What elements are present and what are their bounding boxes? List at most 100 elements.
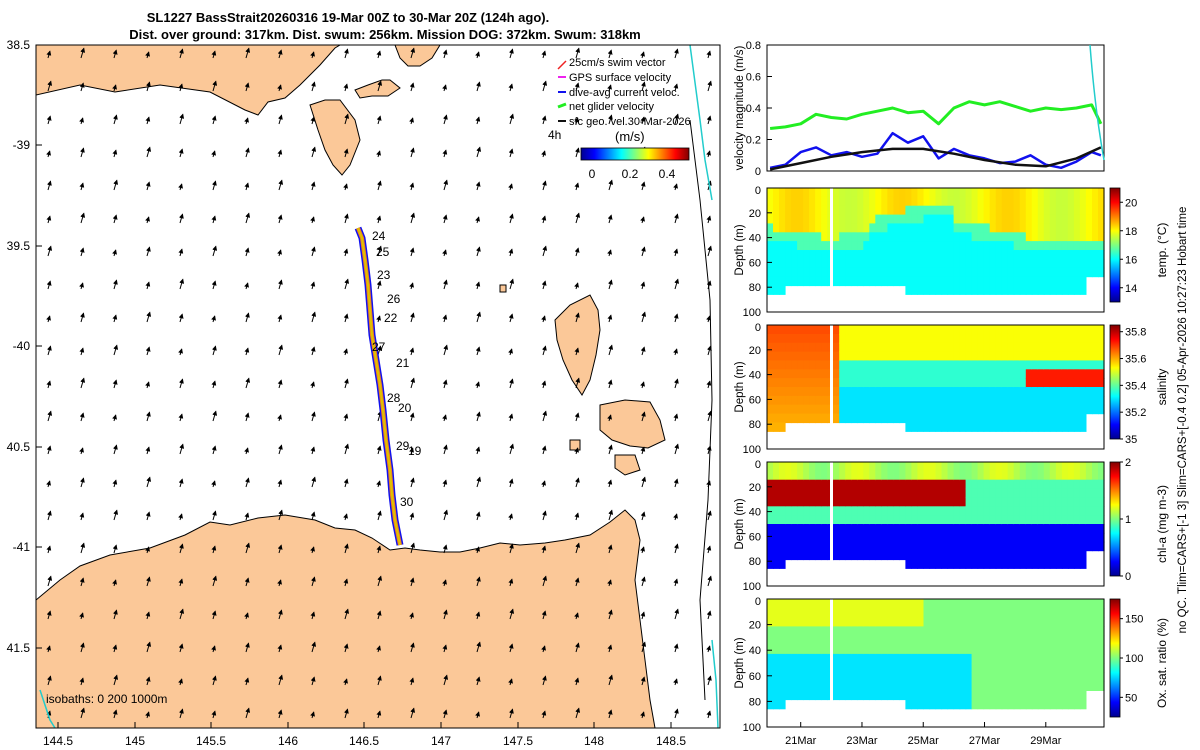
heatmap-cell [1007, 617, 1015, 627]
heatmap-cell [773, 214, 780, 225]
heatmap-cell [935, 342, 943, 353]
heatmap-cell [791, 196, 798, 207]
velocity-arrow [409, 347, 415, 356]
velocity-arrow [508, 478, 514, 488]
velocity-arrow [277, 249, 282, 257]
lat-tick-label: -41 [13, 540, 31, 554]
heatmap-cell [779, 241, 786, 251]
heatmap-cell [833, 462, 840, 472]
velocity-arrow [211, 180, 217, 191]
heatmap-cell [851, 550, 858, 561]
heatmap-cell [941, 497, 949, 507]
heatmap-cell [1013, 699, 1021, 710]
heatmap-cell [887, 276, 894, 287]
velocity-arrow [145, 246, 151, 257]
heatmap-cell [785, 223, 792, 233]
data-gap [830, 599, 833, 727]
heatmap-cell [1055, 241, 1063, 251]
heatmap-cell [893, 515, 900, 525]
heatmap-cell [875, 635, 882, 646]
heatmap-cell [1067, 413, 1075, 424]
heatmap-cell [881, 395, 888, 406]
heatmap-cell [773, 626, 780, 637]
heatmap-cell [971, 532, 979, 543]
heatmap-cell [797, 462, 804, 472]
heatmap-cell [857, 276, 864, 287]
heatmap-cell [983, 214, 991, 225]
heatmap-cell [1067, 387, 1075, 397]
heatmap-cell [947, 378, 955, 388]
heatmap-cell [1037, 205, 1045, 216]
heatmap-cell [857, 325, 864, 335]
heatmap-cell [1061, 497, 1069, 507]
heatmap-cell [1049, 497, 1057, 507]
heatmap-cell [1061, 205, 1069, 216]
heatmap-cell [869, 325, 876, 335]
velocity-arrow [673, 643, 679, 653]
heatmap-cell [1092, 369, 1099, 379]
heatmap-cell [887, 515, 894, 525]
day-label: 27 [372, 340, 386, 354]
heatmap-cell [1001, 276, 1009, 287]
heatmap-cell [1067, 188, 1075, 198]
heatmap-cell [893, 395, 900, 406]
heatmap-cell [965, 617, 973, 627]
heatmap-cell [1092, 223, 1099, 233]
heatmap-cell [1067, 479, 1075, 490]
heatmap-cell [1043, 599, 1051, 609]
velocity-arrow [574, 447, 579, 455]
heatmap-cell [1031, 214, 1039, 225]
heatmap-cell [863, 462, 870, 472]
heatmap-cell [989, 635, 997, 646]
velocity-arrow [640, 446, 646, 455]
heatmap-cell [905, 681, 912, 691]
heatmap-cell [791, 395, 798, 406]
heatmap-cell [1025, 422, 1033, 432]
heatmap-cell [803, 333, 810, 344]
heatmap-cell [959, 422, 967, 432]
heatmap-cell [941, 258, 949, 269]
heatmap-cell [875, 404, 882, 415]
heatmap-cell [1055, 470, 1063, 481]
velocity-arrow [508, 213, 514, 224]
heatmap-cell [1001, 333, 1009, 344]
velocity-series-sfc-geo-vel- [769, 146, 1102, 171]
heatmap-cell [881, 196, 888, 207]
heatmap-cell [815, 351, 822, 362]
heatmap-cell [965, 479, 973, 490]
heatmap-cell [815, 387, 822, 397]
heatmap-cell [911, 626, 918, 637]
heatmap-cell [905, 617, 912, 627]
velocity-arrow [575, 377, 581, 389]
heatmap-cell [935, 267, 943, 278]
heatmap-cell [1031, 497, 1039, 507]
heatmap-cell [1001, 559, 1009, 569]
heatmap-cell [1098, 608, 1105, 618]
velocity-arrow [409, 412, 415, 422]
heatmap-cell [1067, 690, 1075, 701]
heatmap-cell [1031, 258, 1039, 269]
heatmap-cell [773, 672, 780, 682]
heatmap-cell [869, 404, 876, 415]
velocity-arrow [277, 149, 283, 158]
heatmap-cell [935, 608, 943, 618]
heatmap-cell [971, 258, 979, 269]
heatmap-cell [887, 681, 894, 691]
velocity-arrow [607, 314, 613, 323]
heatmap-cell [1031, 515, 1039, 525]
heatmap-cell [851, 404, 858, 415]
heatmap-cell [1098, 205, 1105, 216]
heatmap-cell [785, 188, 792, 198]
heatmap-cell [809, 205, 816, 216]
cbar-tick-0: 0 [589, 167, 596, 181]
depth-tick-label-0: 0 [755, 322, 761, 334]
heatmap-cell [773, 608, 780, 618]
velocity-arrow [442, 609, 448, 620]
heatmap-cell [905, 470, 912, 481]
heatmap-cell [1055, 524, 1063, 534]
heatmap-cell [971, 626, 979, 637]
heatmap-cell [1079, 342, 1087, 353]
heatmap-cell [1079, 497, 1087, 507]
heatmap-cell [1055, 653, 1063, 664]
